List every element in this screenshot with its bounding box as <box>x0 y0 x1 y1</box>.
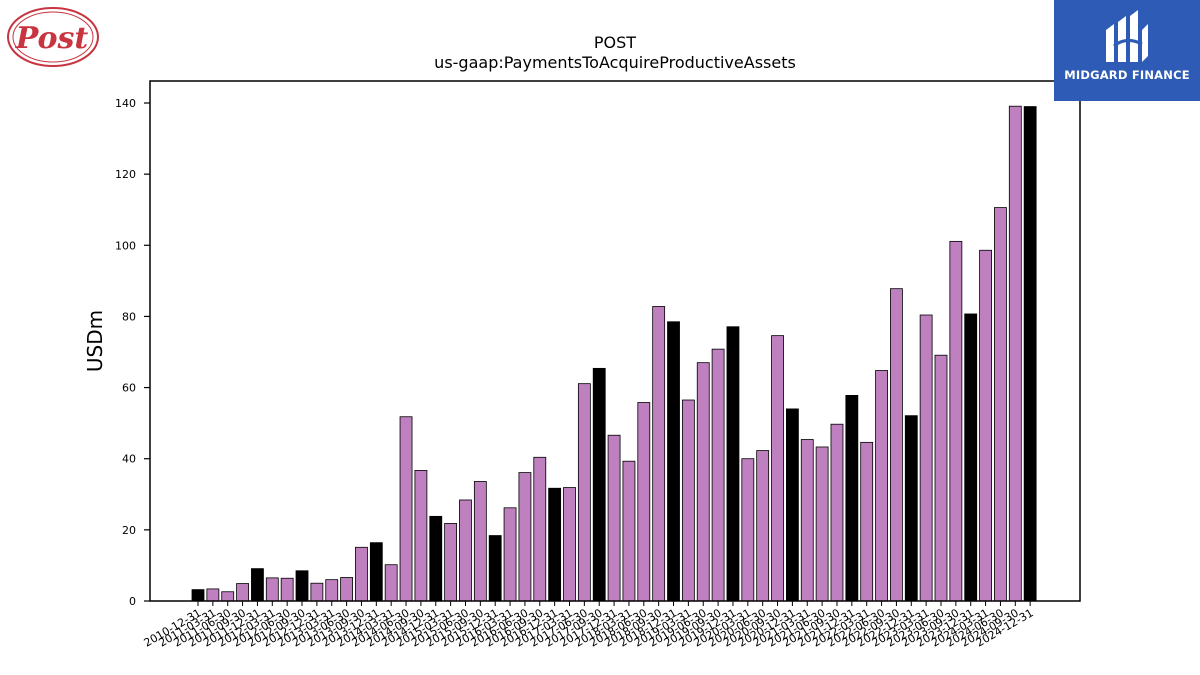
x-axis-ticks: 2010-12-312011-03-312011-06-302011-09-30… <box>142 601 1036 650</box>
bar <box>340 577 354 602</box>
bar <box>919 314 933 602</box>
y-tick-label: 120 <box>115 168 136 181</box>
plot-frame <box>149 80 1081 602</box>
bar <box>236 583 249 602</box>
bar <box>191 589 205 602</box>
chart-subtitle: us-gaap:PaymentsToAcquireProductiveAsset… <box>434 53 796 72</box>
bar <box>518 472 532 602</box>
bar <box>548 487 562 602</box>
y-tick-label: 80 <box>122 310 136 323</box>
bar <box>473 481 487 602</box>
bar <box>399 416 413 602</box>
y-tick-label: 60 <box>122 382 136 395</box>
bar <box>265 577 279 602</box>
bar <box>637 402 651 602</box>
bar <box>652 306 666 602</box>
bar <box>667 321 680 602</box>
bar <box>563 487 576 602</box>
y-tick-label: 0 <box>129 595 136 608</box>
y-tick-label: 100 <box>115 239 136 252</box>
bar <box>786 408 799 602</box>
bar <box>815 446 829 602</box>
bar <box>310 582 324 602</box>
bar <box>756 450 770 602</box>
bar <box>830 423 844 602</box>
bar <box>800 439 814 602</box>
bar <box>1008 105 1022 602</box>
bar <box>325 579 339 602</box>
bar <box>251 568 264 602</box>
y-tick-label: 40 <box>122 453 136 466</box>
bar <box>221 591 235 602</box>
bar <box>429 515 443 602</box>
bar <box>369 542 383 602</box>
bar <box>890 288 903 602</box>
bar <box>488 535 502 602</box>
bar <box>459 499 472 602</box>
bar <box>711 348 725 602</box>
bar <box>979 249 992 602</box>
bar <box>726 326 740 602</box>
bar <box>696 362 710 602</box>
bar <box>964 313 978 602</box>
bar <box>845 394 859 602</box>
bar <box>444 523 458 602</box>
midgard-logo-text: MIDGARD FINANCE <box>1064 68 1190 82</box>
post-logo: Post <box>6 6 102 74</box>
bar <box>577 383 591 602</box>
bar <box>503 507 517 602</box>
bar <box>622 460 636 602</box>
bar <box>949 240 963 602</box>
bar <box>771 335 784 602</box>
bar <box>741 458 755 602</box>
bar <box>295 570 309 602</box>
bar <box>280 577 294 602</box>
bar <box>681 399 695 602</box>
bar <box>860 441 874 602</box>
bar-series <box>191 105 1037 602</box>
bar <box>875 370 888 602</box>
bar <box>934 354 948 602</box>
bar <box>355 546 368 602</box>
y-tick-label: 140 <box>115 97 136 110</box>
bar <box>994 207 1007 602</box>
bar <box>533 456 547 602</box>
midgard-finance-logo: MIDGARD FINANCE <box>1054 0 1200 101</box>
post-logo-text: Post <box>15 21 89 56</box>
bar <box>904 415 918 602</box>
bar <box>1023 106 1037 602</box>
bar <box>607 434 621 602</box>
y-axis-label: USDm <box>83 310 107 372</box>
midgard-emblem-icon <box>1106 10 1148 62</box>
chart-title: POST <box>594 33 636 52</box>
bar <box>592 367 606 602</box>
y-tick-label: 20 <box>122 524 136 537</box>
y-axis-ticks: 0 20 40 60 80 100 120 140 <box>115 97 150 608</box>
bar <box>206 588 220 602</box>
bar <box>384 564 398 602</box>
bar <box>414 470 428 602</box>
